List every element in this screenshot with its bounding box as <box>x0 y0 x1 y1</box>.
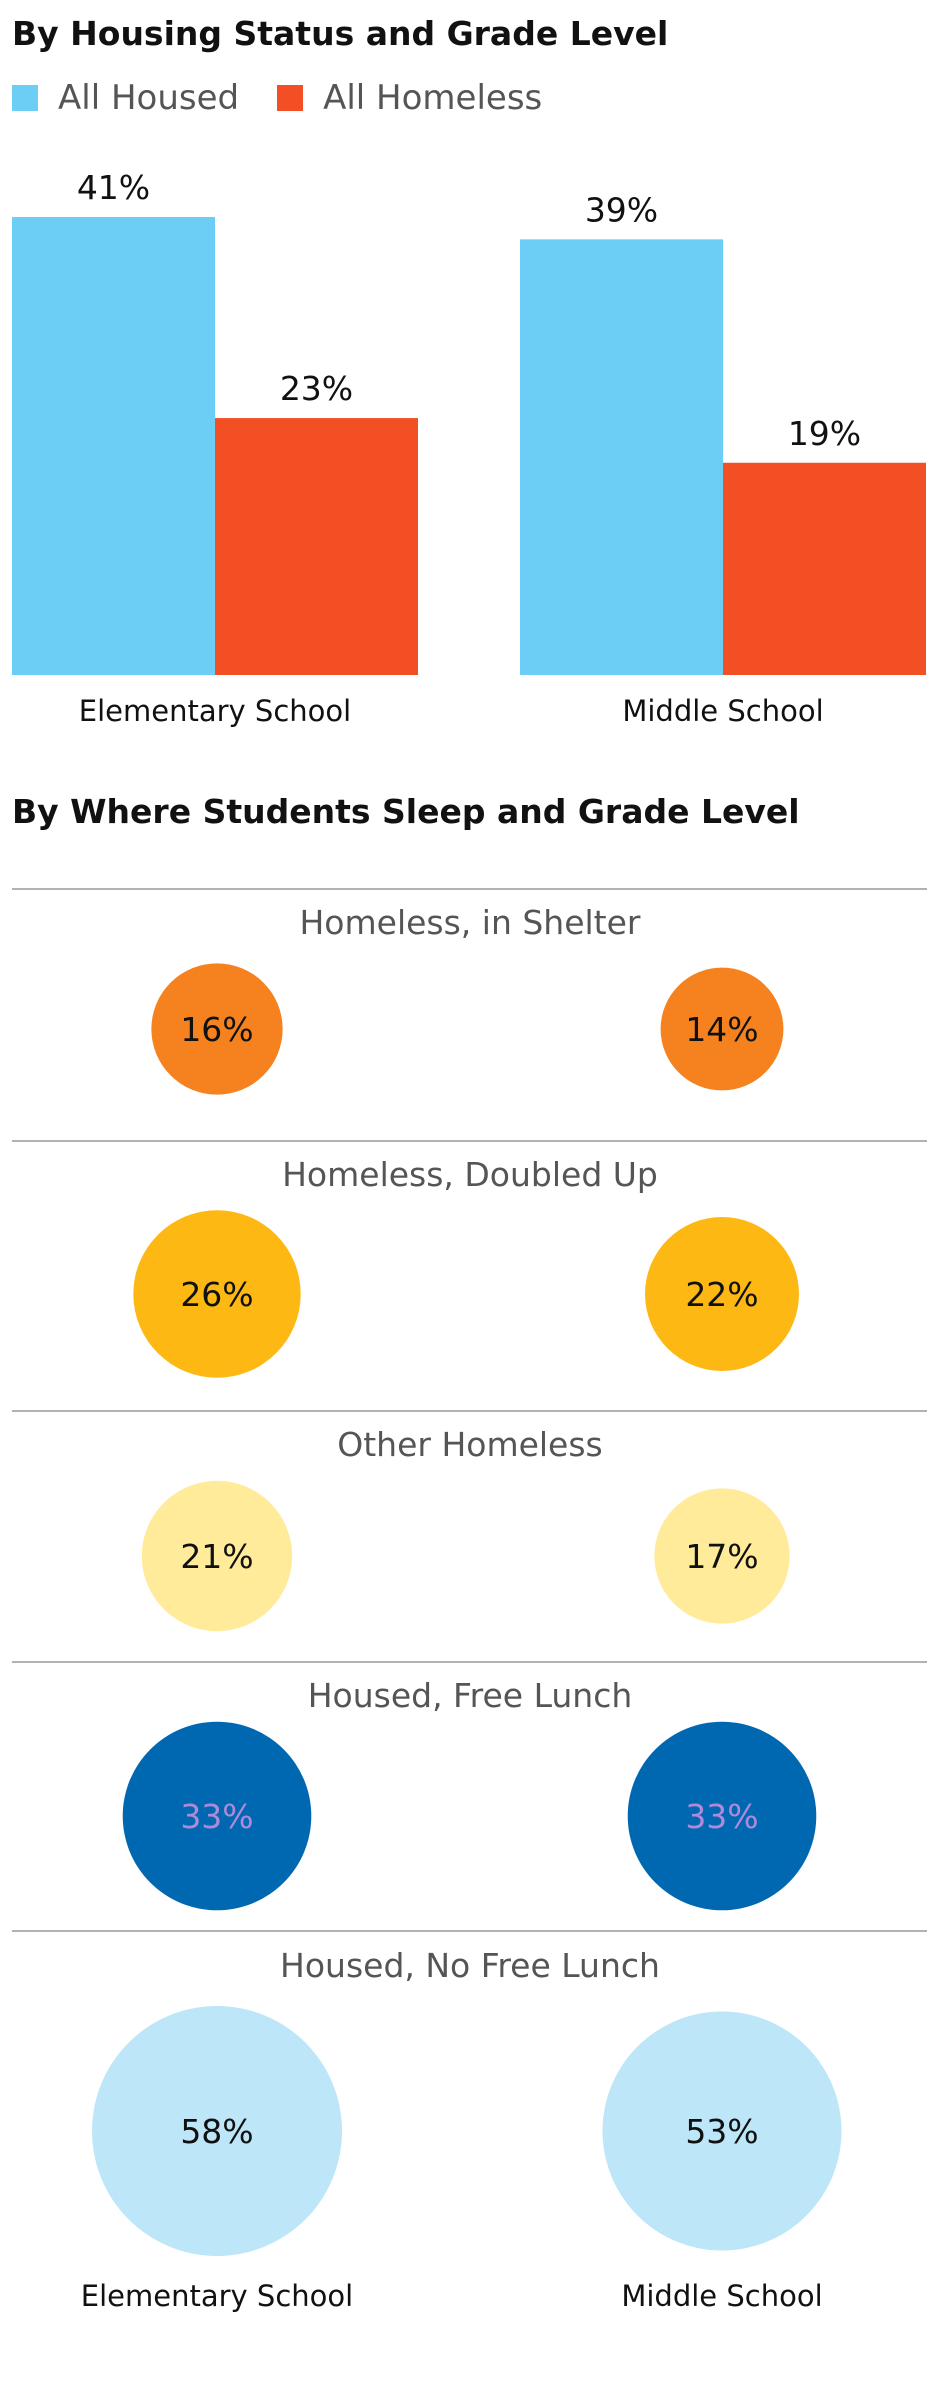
bar-all-homeless-middle-school <box>723 462 926 675</box>
bar-label-all-homeless-elementary-school: 23% <box>280 369 353 408</box>
bubble-homeless-doubled-up-elementary-school <box>133 1210 301 1378</box>
bubble-chart: Homeless, in Shelter 16% 14% Homeless, Doub… <box>12 888 927 2313</box>
bubble-housed-no-free-lunch-elementary-school <box>92 2006 342 2256</box>
bubble-label-homeless-in-shelter-elementary-school: 16% <box>180 1010 253 1049</box>
group-label-other-homeless: Other Homeless <box>337 1425 603 1464</box>
bar-label-all-housed-elementary-school: 41% <box>77 168 150 207</box>
bar-all-housed-elementary-school <box>12 217 215 675</box>
legend-swatch-housed <box>12 85 38 111</box>
legend-swatch-homeless <box>277 85 304 111</box>
bubble-label-homeless-doubled-up-elementary-school: 26% <box>180 1275 253 1314</box>
group-label-homeless-in-shelter: Homeless, in Shelter <box>299 903 640 942</box>
x-tick-label-elementary-school: Elementary School <box>79 694 351 728</box>
bubble-homeless-doubled-up-middle-school <box>645 1217 799 1371</box>
column-label-middle-school: Middle School <box>621 2279 822 2313</box>
bar-all-homeless-elementary-school <box>215 418 418 675</box>
legend: All Housed All Homeless <box>12 78 580 118</box>
bubble-housed-free-lunch-elementary-school <box>122 1721 312 1911</box>
bubble-homeless-in-shelter-middle-school <box>660 967 784 1091</box>
bubble-label-other-homeless-elementary-school: 21% <box>180 1537 253 1576</box>
bubble-label-homeless-doubled-up-middle-school: 22% <box>685 1275 758 1314</box>
legend-label-homeless: All Homeless <box>323 78 543 118</box>
bubble-label-housed-no-free-lunch-elementary-school: 58% <box>180 2112 253 2151</box>
column-label-elementary-school: Elementary School <box>81 2279 353 2313</box>
bubble-housed-no-free-lunch-middle-school <box>602 2011 842 2251</box>
group-label-housed-free-lunch: Housed, Free Lunch <box>308 1676 633 1715</box>
bubble-label-housed-free-lunch-middle-school: 33% <box>685 1797 758 1836</box>
bubble-label-housed-free-lunch-elementary-school: 33% <box>180 1797 253 1836</box>
bar-label-all-homeless-middle-school: 19% <box>788 414 861 453</box>
bubble-housed-free-lunch-middle-school <box>627 1721 817 1911</box>
bubble-homeless-in-shelter-elementary-school <box>151 963 283 1095</box>
bubble-label-homeless-in-shelter-middle-school: 14% <box>685 1010 758 1049</box>
group-label-housed-no-free-lunch: Housed, No Free Lunch <box>280 1946 660 1985</box>
x-tick-label-middle-school: Middle School <box>622 694 823 728</box>
chart-title-sleep: By Where Students Sleep and Grade Level <box>12 792 800 831</box>
bubble-label-other-homeless-middle-school: 17% <box>685 1537 758 1576</box>
legend-label-housed: All Housed <box>58 78 240 118</box>
bar-chart: 41% 23% Elementary School 39% 19% Middle Scho… <box>12 168 926 728</box>
group-label-homeless-doubled-up: Homeless, Doubled Up <box>282 1155 658 1194</box>
bubble-other-homeless-elementary-school <box>141 1480 293 1632</box>
chart-title-housing: By Housing Status and Grade Level <box>12 14 669 53</box>
bar-label-all-housed-middle-school: 39% <box>585 190 658 229</box>
bar-all-housed-middle-school <box>520 239 723 675</box>
bubble-label-housed-no-free-lunch-middle-school: 53% <box>685 2112 758 2151</box>
bubble-other-homeless-middle-school <box>654 1488 790 1624</box>
